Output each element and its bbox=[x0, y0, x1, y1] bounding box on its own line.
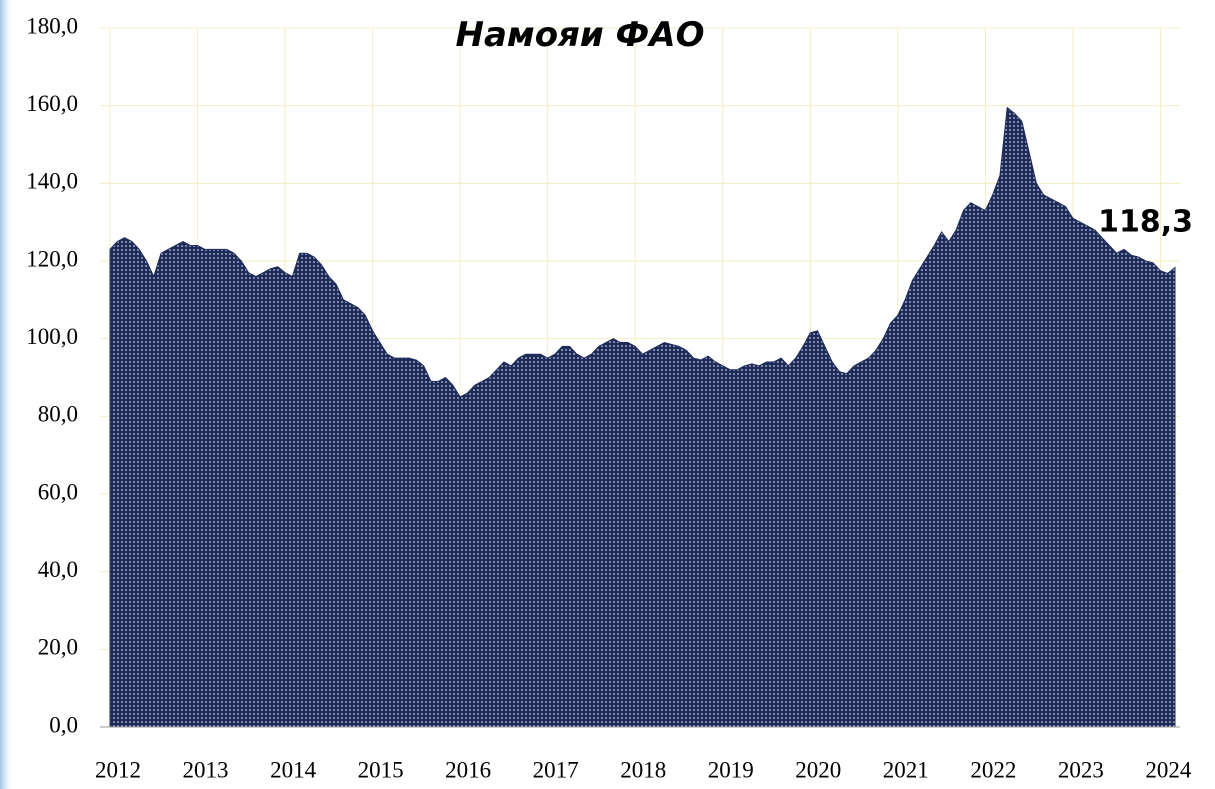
value-label: 118,3 bbox=[1098, 205, 1193, 240]
y-tick-label: 160,0 bbox=[26, 91, 78, 116]
x-tick-label: 2024 bbox=[1145, 757, 1192, 782]
background-edge bbox=[0, 0, 14, 789]
chart-title: Намояи ФАО bbox=[456, 15, 705, 55]
marks bbox=[100, 106, 1180, 728]
y-tick-label: 100,0 bbox=[26, 324, 78, 349]
x-tick-label: 2014 bbox=[270, 757, 317, 782]
y-tick-label: 140,0 bbox=[26, 169, 78, 194]
y-tick-label: 40,0 bbox=[38, 557, 78, 582]
x-tick-label: 2023 bbox=[1058, 757, 1104, 782]
x-tick-label: 2020 bbox=[795, 757, 841, 782]
y-tick-label: 60,0 bbox=[38, 479, 78, 504]
x-tick-label: 2021 bbox=[883, 757, 929, 782]
x-tick-label: 2017 bbox=[533, 757, 579, 782]
area bbox=[109, 106, 1176, 728]
x-tick-label: 2015 bbox=[358, 757, 404, 782]
x-tick-label: 2016 bbox=[445, 757, 491, 782]
y-tick-label: 120,0 bbox=[26, 246, 78, 271]
y-tick-label: 80,0 bbox=[38, 402, 78, 427]
labels: 0,0 20,0 40,0 60,0 80,0 100,0 120,0 140,0 160,0 1… bbox=[26, 13, 1193, 782]
x-tick-label: 2019 bbox=[708, 757, 754, 782]
x-tick-label: 2012 bbox=[95, 757, 141, 782]
y-tick-label: 20,0 bbox=[38, 635, 78, 660]
y-tick-label: 180,0 bbox=[26, 13, 78, 38]
x-tick-label: 2018 bbox=[620, 757, 666, 782]
y-tick-label: 0,0 bbox=[49, 712, 78, 737]
x-tick-label: 2013 bbox=[183, 757, 229, 782]
x-tick-label: 2022 bbox=[970, 757, 1016, 782]
